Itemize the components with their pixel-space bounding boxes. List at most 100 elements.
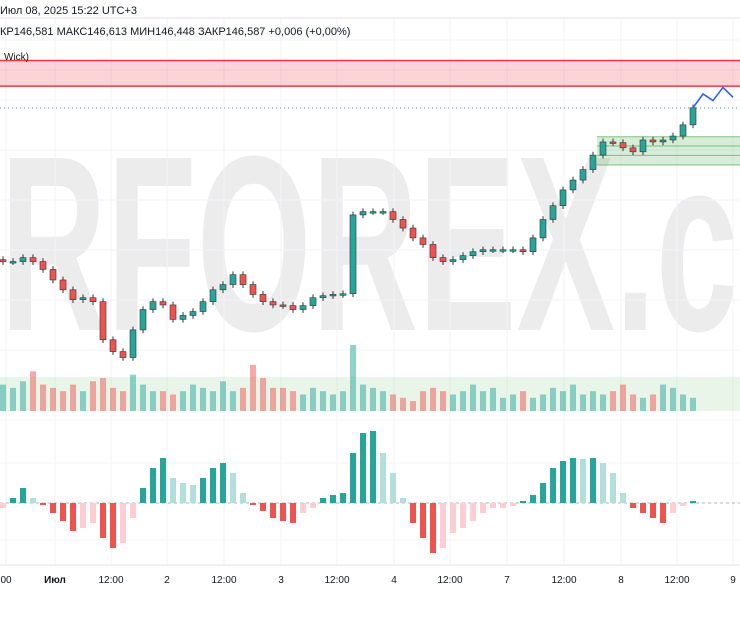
volume-bar xyxy=(490,387,496,411)
volume-bar xyxy=(500,397,506,411)
candle-body xyxy=(259,294,267,302)
oscillator-bar xyxy=(10,498,16,503)
volume-bar xyxy=(320,391,326,411)
volume-bar xyxy=(620,384,626,411)
time-axis-label: 8 xyxy=(618,575,624,586)
oscillator-bar xyxy=(180,483,186,503)
candle-body xyxy=(429,244,437,258)
indicator-label: Wick) xyxy=(4,52,29,63)
volume-bar xyxy=(640,397,646,411)
volume-bar xyxy=(510,394,516,411)
candle-body xyxy=(419,237,427,245)
volume-bar xyxy=(20,381,26,411)
candle-body xyxy=(119,351,127,358)
volume-bar xyxy=(520,391,526,411)
volume-bar xyxy=(360,384,366,411)
candle-body xyxy=(59,279,67,291)
oscillator-bar xyxy=(570,458,576,503)
oscillator-bar xyxy=(370,431,376,503)
oscillator-bar xyxy=(680,503,686,506)
oscillator-bar xyxy=(430,503,436,553)
candle-body xyxy=(139,309,147,331)
volume-bar xyxy=(430,387,436,411)
candle-body xyxy=(49,269,57,281)
candle-body xyxy=(129,329,137,358)
volume-bar xyxy=(60,391,66,411)
volume-bar xyxy=(600,394,606,411)
oscillator-bar xyxy=(190,485,196,503)
candle-body xyxy=(409,227,417,239)
volume-bar xyxy=(220,381,226,411)
volume-bar xyxy=(670,387,676,411)
oscillator-bar xyxy=(110,503,116,548)
volume-bar xyxy=(420,391,426,411)
candle-body xyxy=(159,301,167,306)
candle-body xyxy=(219,284,227,291)
oscillator-bar xyxy=(90,503,96,523)
candle-body xyxy=(99,301,107,341)
volume-bar xyxy=(90,381,96,411)
time-axis-label: Июл xyxy=(44,575,66,586)
oscillator-bar xyxy=(440,503,446,548)
candle-body xyxy=(529,237,537,253)
time-axis-label: 12:00 xyxy=(551,575,577,586)
oscillator-bar xyxy=(350,453,356,503)
oscillator-bar xyxy=(560,461,566,503)
oscillator-bar xyxy=(30,498,36,503)
candle-body xyxy=(299,305,307,310)
volume-bar xyxy=(460,391,466,411)
volume-bar xyxy=(530,397,536,411)
candle-body xyxy=(379,211,387,214)
candle-body xyxy=(669,135,677,141)
volume-bar xyxy=(160,391,166,411)
oscillator-bar xyxy=(290,503,296,523)
oscillator-bar xyxy=(630,503,636,508)
oscillator-bar xyxy=(490,503,496,508)
volume-bar xyxy=(240,387,246,411)
volume-bar xyxy=(650,394,656,411)
oscillator-bar xyxy=(510,503,516,506)
candle-body xyxy=(229,274,237,285)
oscillator-bar xyxy=(620,493,626,503)
time-axis-label: 3 xyxy=(278,575,284,586)
volume-bar xyxy=(290,391,296,411)
candle-body xyxy=(479,249,487,253)
oscillator-bar xyxy=(100,503,106,538)
oscillator-bar xyxy=(80,503,86,528)
candle-body xyxy=(659,139,667,143)
time-axis-label: 9 xyxy=(730,575,736,586)
volume-bar xyxy=(280,387,286,411)
volume-bar xyxy=(370,387,376,411)
volume-bar xyxy=(260,378,266,411)
candle-body xyxy=(9,261,17,264)
volume-bar xyxy=(390,394,396,411)
candle-body xyxy=(579,169,587,181)
candle-body xyxy=(329,294,337,297)
volume-bar xyxy=(480,391,486,411)
oscillator-bar xyxy=(340,493,346,503)
volume-bar xyxy=(250,364,256,411)
header-datetime: Июл 08, 2025 15:22 UTC+3 xyxy=(0,5,137,17)
oscillator-bar xyxy=(320,498,326,503)
candle-body xyxy=(619,142,627,149)
volume-bar xyxy=(10,387,16,411)
volume-bar xyxy=(80,391,86,411)
volume-bar xyxy=(610,391,616,411)
volume-bar xyxy=(40,384,46,411)
candle-body xyxy=(189,311,197,316)
resistance-zone xyxy=(0,60,740,87)
volume-bar xyxy=(630,394,636,411)
volume-bar xyxy=(210,391,216,411)
candle-body xyxy=(599,141,607,156)
oscillator-bar xyxy=(660,503,666,523)
volume-bar xyxy=(200,387,206,411)
volume-bar xyxy=(270,387,276,411)
time-axis-label: 12:00 xyxy=(437,575,463,586)
oscillator-bar xyxy=(300,503,306,513)
volume-bar xyxy=(140,384,146,411)
time-axis-label: 12:00 xyxy=(98,575,124,586)
candle-body xyxy=(209,289,217,302)
volume-bar xyxy=(120,391,126,411)
oscillator-bar xyxy=(270,503,276,518)
